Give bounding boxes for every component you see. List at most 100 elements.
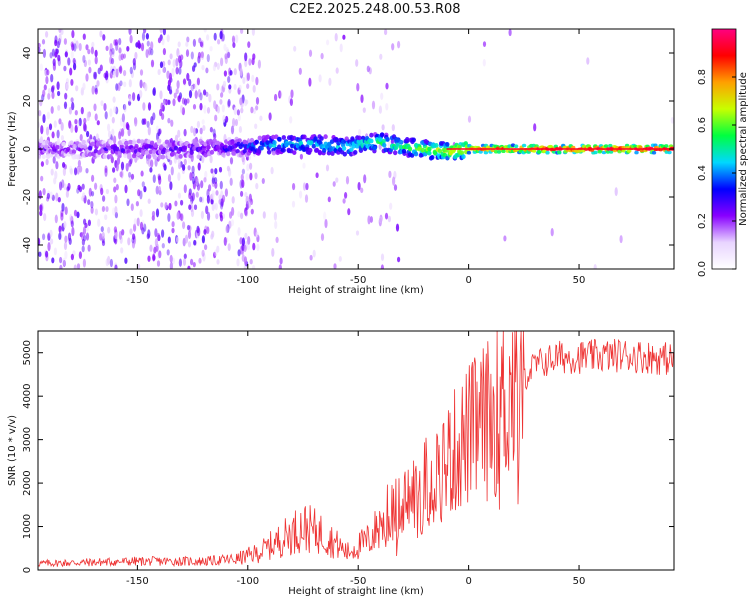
spectrogram-cell: [192, 65, 196, 72]
spectrogram-cell: [227, 51, 231, 59]
spectrogram-cell: [191, 176, 196, 185]
spectrogram-cell: [617, 149, 622, 154]
spectrogram-cell: [381, 124, 385, 131]
spectrogram-cell: [242, 157, 246, 166]
spectrogram-cell: [96, 120, 100, 126]
spectrogram-cell: [73, 264, 77, 269]
spectrogram-cell: [324, 218, 328, 229]
spectrogram-cell: [155, 125, 159, 133]
spectrogram-cell: [119, 117, 124, 127]
spectrogram-cell: [201, 235, 205, 244]
spectrogram-cell: [59, 264, 63, 269]
spectrogram-cell: [211, 203, 215, 212]
spectrogram-cell: [213, 133, 217, 140]
spectrogram-cell: [302, 162, 306, 169]
spectrogram-cell: [251, 74, 255, 83]
spectrogram-cell: [619, 235, 623, 244]
spectrogram-cell: [171, 221, 175, 228]
spectrogram-cell: [467, 115, 472, 123]
snr-series-group: [38, 331, 674, 568]
spectrogram-cell: [169, 181, 173, 191]
spectrogram-cell: [99, 30, 103, 38]
spectrogram-cell: [202, 252, 206, 262]
spectrogram-cell: [94, 56, 98, 65]
spectrogram-cell: [50, 238, 54, 245]
spectrogram-cell: [220, 198, 224, 208]
spectrogram-cell: [219, 99, 223, 105]
x-tick-label: -150: [126, 275, 149, 286]
spectrogram-cell: [69, 140, 74, 146]
x-axis-label: Height of straight line (km): [288, 586, 424, 597]
spectrogram-cell: [56, 40, 60, 49]
spectrogram-cell: [326, 39, 330, 46]
spectrogram-cell: [63, 221, 67, 229]
spectrogram-cell: [102, 154, 108, 160]
spectrogram-cell: [108, 139, 113, 145]
spectrogram-cell: [105, 188, 109, 195]
spectrogram-cell: [121, 128, 125, 137]
spectrogram-cell: [45, 126, 50, 136]
spectrogram-cell: [233, 106, 237, 116]
spectrogram-cell: [43, 144, 49, 150]
spectrogram-cell: [198, 37, 202, 44]
spectrogram-cell: [227, 76, 231, 83]
spectrogram-cell: [216, 83, 220, 91]
spectrogram-cell: [87, 199, 91, 206]
spectrogram-cell: [111, 207, 116, 216]
spectrogram-cell: [134, 51, 138, 60]
x-tick-label: 0: [465, 275, 471, 286]
y-tick-label: 2000: [22, 470, 33, 495]
spectrogram-cell: [151, 215, 155, 221]
spectrogram-cell: [168, 202, 172, 211]
spectrogram-cell: [82, 192, 86, 198]
spectrogram-cell: [157, 37, 162, 44]
spectrogram-cell: [90, 190, 95, 197]
spectrogram-cell: [161, 243, 165, 249]
spectrogram-cell: [277, 144, 282, 150]
spectrogram-cell: [378, 137, 383, 143]
spectrogram-cell: [176, 80, 180, 89]
spectrogram-cell: [290, 89, 294, 99]
spectrogram-cell: [391, 124, 395, 132]
spectrogram-cell: [81, 231, 85, 241]
spectrogram-cell: [112, 70, 116, 79]
spectrogram-cell: [57, 104, 61, 111]
spectrogram-cell: [593, 263, 597, 269]
spectrogram-cell: [145, 33, 149, 40]
spectrogram-cell: [533, 123, 537, 132]
spectrogram-cell: [261, 177, 265, 185]
spectrogram-cell: [229, 70, 233, 76]
spectrogram-cell: [140, 139, 145, 145]
spectrogram-cell: [203, 29, 207, 33]
spectrogram-cell: [203, 89, 207, 96]
spectrogram-cell: [118, 47, 122, 54]
spectrogram-cell: [63, 183, 67, 191]
spectrogram-cell: [134, 117, 138, 127]
spectrogram-cell: [70, 50, 74, 59]
spectrogram-cell: [86, 111, 90, 119]
spectrogram-cell: [119, 80, 123, 87]
spectrogram-cell: [63, 65, 67, 72]
spectrogram-cell: [118, 131, 122, 140]
spectrogram-cell: [45, 250, 49, 258]
spectrogram-cell: [551, 150, 557, 154]
spectrogram-cell: [597, 149, 602, 154]
spectrogram-cell: [182, 145, 188, 151]
spectrogram-cell: [38, 251, 42, 257]
spectrogram-cell: [187, 157, 191, 164]
spectrogram-cell: [69, 67, 73, 76]
spectrogram-cell: [162, 67, 166, 73]
spectrogram-cell: [204, 244, 208, 251]
spectrogram-cell: [85, 73, 89, 82]
spectrogram-cell: [169, 261, 173, 269]
spectrogram-cell: [201, 119, 205, 125]
spectrogram-cell: [167, 236, 171, 244]
spectrogram-cells: [38, 29, 674, 269]
spectrogram-cell: [201, 154, 205, 164]
spectrogram-cell: [179, 213, 183, 221]
spectrogram-cell: [152, 174, 156, 183]
spectrogram-cell: [51, 257, 55, 264]
spectrogram-cell: [247, 41, 251, 48]
spectrogram-cell: [332, 181, 336, 187]
spectrogram-cell: [56, 129, 60, 139]
